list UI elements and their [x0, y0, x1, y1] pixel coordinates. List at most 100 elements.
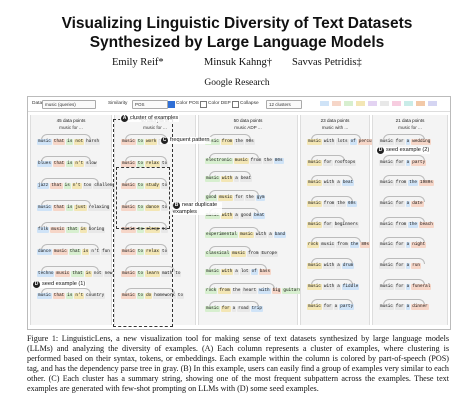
example-row[interactable]: music for a funeral: [379, 283, 432, 290]
token: with: [258, 287, 271, 294]
token: of: [250, 269, 258, 276]
token: relax: [145, 249, 160, 255]
token: music: [307, 139, 322, 145]
token: a: [405, 304, 411, 311]
example-row[interactable]: musicwithlotsofpercussion: [307, 139, 387, 145]
example-row[interactable]: music from the 90s: [205, 139, 256, 145]
token: a: [405, 139, 411, 145]
example-row[interactable]: music for a road trip: [205, 306, 264, 313]
dependency-arc: [311, 154, 345, 161]
example-row[interactable]: jazz that is n't too challenging: [37, 183, 125, 189]
token: music: [233, 157, 249, 164]
token: guitars: [282, 287, 303, 294]
token: from: [322, 201, 336, 207]
collapse-checkbox[interactable]: [232, 101, 239, 108]
example-row[interactable]: music for a run: [379, 263, 422, 269]
example-row[interactable]: electronic music from the 80s: [205, 157, 285, 164]
example-row[interactable]: music for a date: [379, 201, 425, 207]
example-row[interactable]: music for a party: [307, 304, 355, 311]
token: rock: [205, 287, 218, 294]
example-row[interactable]: music that is not harsh: [37, 139, 101, 145]
example-row[interactable]: music that is just relaxing: [37, 205, 111, 211]
token: study: [145, 183, 160, 189]
token: the: [231, 287, 242, 294]
example-row[interactable]: rock from the heart with big guitars: [205, 287, 303, 294]
token: do: [145, 293, 153, 299]
dependency-arc: [383, 175, 425, 182]
token: beach: [418, 221, 434, 228]
example-row[interactable]: dance music that is n't fun: [37, 249, 112, 255]
example-row[interactable]: music to do homework to: [121, 293, 185, 299]
legend-swatch-10: [428, 101, 437, 106]
example-row[interactable]: classical music from Europe: [205, 250, 279, 257]
token: music: [379, 159, 394, 166]
example-row[interactable]: music with a beat: [205, 176, 253, 183]
token: that: [66, 227, 79, 233]
example-row[interactable]: music from the 60s: [307, 201, 358, 207]
color-dep-checkbox[interactable]: [200, 101, 207, 108]
token: music: [231, 250, 247, 257]
token: is: [66, 139, 74, 145]
token: music: [307, 304, 322, 311]
token: not: [74, 139, 85, 145]
example-row[interactable]: music from the 1980s: [379, 180, 435, 187]
example-row[interactable]: rock music from the 80s: [307, 242, 371, 249]
token: music: [379, 283, 394, 290]
token: with: [254, 232, 268, 238]
example-row[interactable]: music for rooftops: [307, 159, 357, 166]
badge-d2: D: [377, 147, 384, 154]
token: not: [92, 271, 103, 277]
example-row[interactable]: music to relax to: [121, 161, 169, 167]
token: 90s: [244, 139, 255, 145]
color-pos-checkbox[interactable]: [168, 101, 175, 108]
example-row[interactable]: music to study to: [121, 183, 169, 189]
dependency-arc: [209, 301, 259, 308]
example-row[interactable]: music from the beach: [379, 221, 435, 228]
token: with: [220, 213, 234, 220]
example-row[interactable]: music to relax to: [121, 249, 169, 255]
example-row[interactable]: music with a fiddle: [307, 283, 360, 290]
dependency-arc: [383, 278, 425, 285]
cluster-header: 23 data points: [320, 118, 350, 123]
clusters-select[interactable]: 12 clusters: [266, 100, 302, 109]
example-row[interactable]: music that is n't country: [37, 293, 106, 299]
example-row[interactable]: experimental music with a band: [205, 232, 287, 238]
cluster-column[interactable]: 50 data points music ADP ... music from the 9…: [198, 115, 303, 325]
example-row[interactable]: music for beginners: [307, 221, 360, 228]
cluster-summary: music ADP ...: [234, 125, 262, 130]
example-row[interactable]: music with a beat: [307, 180, 355, 187]
example-row[interactable]: music to sleep to: [121, 227, 169, 233]
token: 1980s: [418, 180, 434, 187]
data-select[interactable]: music (queries): [42, 100, 96, 109]
token: music: [307, 180, 322, 187]
example-row[interactable]: music with a good beat: [205, 213, 266, 220]
token: for: [322, 304, 333, 311]
token: night: [411, 242, 427, 249]
cluster-column[interactable]: 45 data points music for ... music that is n…: [30, 115, 124, 325]
example-row[interactable]: blues that is n't slow: [37, 161, 98, 167]
example-row[interactable]: music with a lot of bass: [205, 269, 272, 276]
legend-swatch-1: [320, 101, 329, 106]
example-row[interactable]: folk music that is boring: [37, 227, 106, 233]
example-row[interactable]: techno music that is not new: [37, 271, 114, 277]
example-row[interactable]: music for a party: [379, 159, 427, 166]
example-row[interactable]: good music for the gym: [205, 194, 266, 201]
token: relax: [145, 161, 160, 167]
similarity-select[interactable]: POS: [132, 100, 168, 109]
cluster-column[interactable]: 23 data points music with ... music with lot…: [300, 115, 386, 325]
example-row[interactable]: music for a night: [379, 242, 427, 249]
example-row[interactable]: music to dance to: [121, 205, 169, 211]
token: that: [52, 139, 66, 145]
dependency-arc: [41, 222, 91, 228]
token: challenging: [93, 183, 124, 189]
token: for: [394, 139, 405, 145]
token: techno: [37, 271, 55, 277]
example-row[interactable]: music for a wedding: [379, 139, 432, 145]
token: good: [205, 194, 218, 201]
example-row[interactable]: music with a drum: [307, 263, 355, 269]
example-row[interactable]: music to learn math to: [121, 271, 182, 277]
example-row[interactable]: music for a dinner: [379, 304, 430, 311]
token: music: [379, 304, 394, 311]
token: percussion: [357, 139, 386, 145]
